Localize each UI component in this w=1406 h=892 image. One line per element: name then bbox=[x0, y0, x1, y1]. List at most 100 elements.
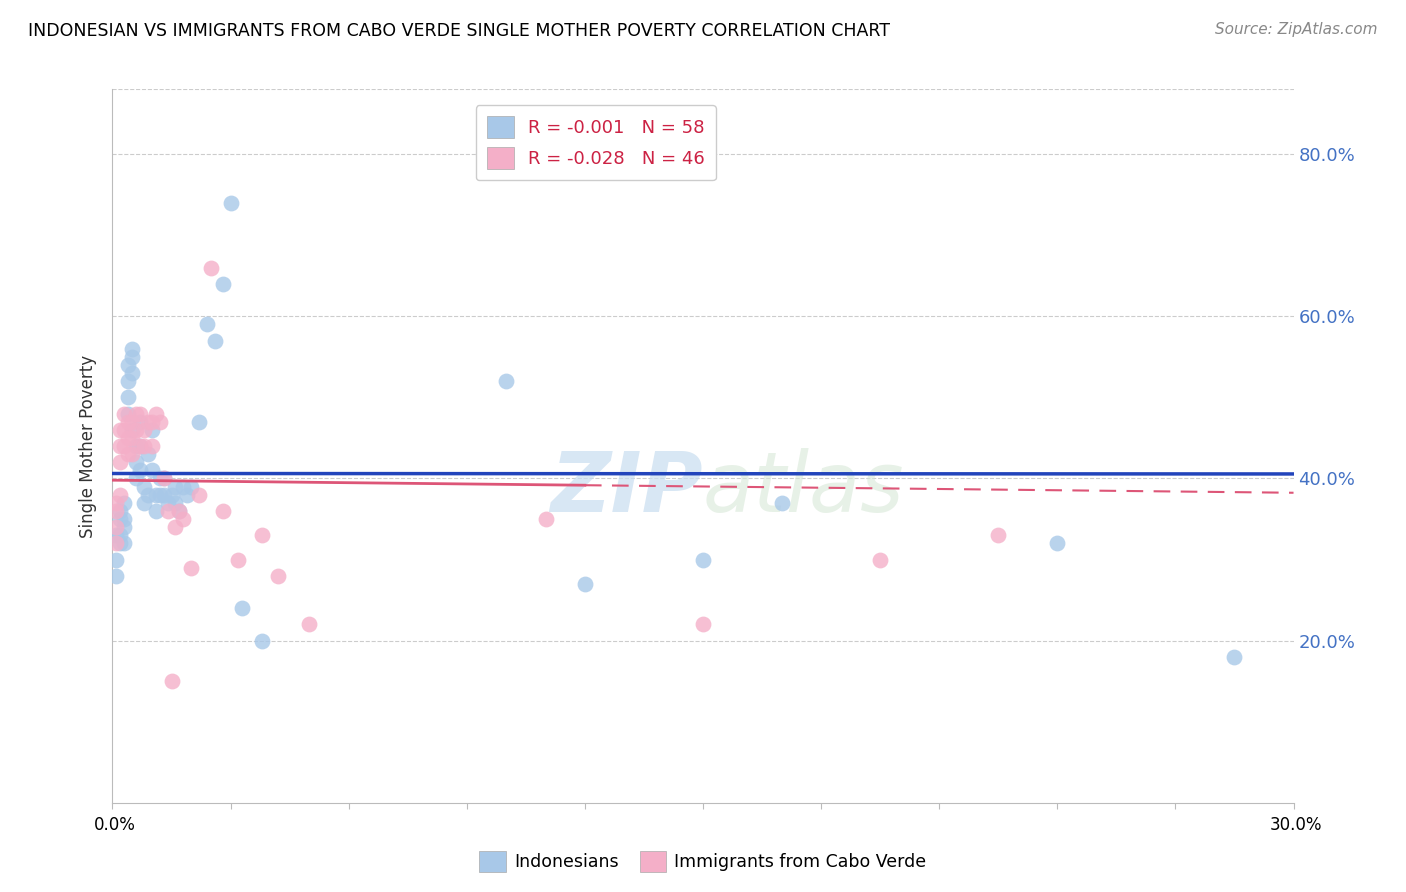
Point bbox=[110, 439, 132, 453]
Point bbox=[180, 479, 202, 493]
Point bbox=[129, 463, 152, 477]
Point bbox=[219, 195, 242, 210]
Point bbox=[141, 463, 163, 477]
Point bbox=[110, 512, 132, 526]
Point bbox=[145, 488, 167, 502]
Point bbox=[211, 504, 233, 518]
Point bbox=[112, 496, 135, 510]
Point bbox=[110, 536, 132, 550]
Point bbox=[172, 479, 194, 493]
Point bbox=[117, 374, 139, 388]
Text: Source: ZipAtlas.com: Source: ZipAtlas.com bbox=[1215, 22, 1378, 37]
Point bbox=[125, 407, 148, 421]
Point bbox=[169, 504, 191, 518]
Point bbox=[136, 447, 159, 461]
Text: atlas: atlas bbox=[703, 449, 904, 529]
Point bbox=[112, 423, 135, 437]
Point bbox=[112, 512, 135, 526]
Point bbox=[172, 512, 194, 526]
Point bbox=[692, 552, 714, 566]
Point bbox=[149, 471, 172, 485]
Point bbox=[188, 415, 211, 429]
Point bbox=[121, 350, 143, 364]
Point bbox=[112, 439, 135, 453]
Point bbox=[204, 334, 226, 348]
Point bbox=[105, 520, 128, 534]
Point bbox=[112, 520, 135, 534]
Point bbox=[165, 520, 187, 534]
Point bbox=[117, 447, 139, 461]
Point bbox=[250, 633, 273, 648]
Point bbox=[117, 415, 139, 429]
Point bbox=[574, 577, 596, 591]
Point bbox=[110, 455, 132, 469]
Point bbox=[176, 488, 198, 502]
Point bbox=[188, 488, 211, 502]
Point bbox=[105, 552, 128, 566]
Point bbox=[132, 479, 155, 493]
Point bbox=[129, 439, 152, 453]
Point bbox=[110, 488, 132, 502]
Point bbox=[121, 423, 143, 437]
Point bbox=[110, 504, 132, 518]
Point bbox=[125, 439, 148, 453]
Point bbox=[141, 439, 163, 453]
Point bbox=[105, 528, 128, 542]
Point bbox=[132, 439, 155, 453]
Point bbox=[180, 560, 202, 574]
Point bbox=[228, 552, 250, 566]
Point bbox=[267, 568, 290, 582]
Point bbox=[160, 674, 183, 689]
Point bbox=[132, 496, 155, 510]
Point bbox=[160, 488, 183, 502]
Point bbox=[125, 455, 148, 469]
Legend: Indonesians, Immigrants from Cabo Verde: Indonesians, Immigrants from Cabo Verde bbox=[472, 844, 934, 879]
Point bbox=[534, 512, 557, 526]
Point bbox=[121, 415, 143, 429]
Point bbox=[125, 471, 148, 485]
Point bbox=[121, 366, 143, 380]
Point bbox=[129, 407, 152, 421]
Point bbox=[156, 504, 179, 518]
Point bbox=[149, 488, 172, 502]
Text: INDONESIAN VS IMMIGRANTS FROM CABO VERDE SINGLE MOTHER POVERTY CORRELATION CHART: INDONESIAN VS IMMIGRANTS FROM CABO VERDE… bbox=[28, 22, 890, 40]
Point bbox=[117, 358, 139, 372]
Point bbox=[298, 617, 321, 632]
Point bbox=[869, 552, 891, 566]
Point bbox=[152, 488, 174, 502]
Point bbox=[110, 423, 132, 437]
Point bbox=[200, 260, 222, 275]
Point bbox=[132, 423, 155, 437]
Point bbox=[136, 488, 159, 502]
Point bbox=[141, 415, 163, 429]
Point bbox=[129, 439, 152, 453]
Legend: R = -0.001   N = 58, R = -0.028   N = 46: R = -0.001 N = 58, R = -0.028 N = 46 bbox=[475, 105, 716, 180]
Point bbox=[105, 568, 128, 582]
Point bbox=[129, 415, 152, 429]
Point bbox=[231, 601, 253, 615]
Point bbox=[692, 617, 714, 632]
Point bbox=[250, 528, 273, 542]
Point bbox=[121, 447, 143, 461]
Point bbox=[112, 536, 135, 550]
Point bbox=[169, 504, 191, 518]
Point bbox=[987, 528, 1010, 542]
Point bbox=[165, 496, 187, 510]
Point bbox=[156, 496, 179, 510]
Point bbox=[152, 471, 174, 485]
Point bbox=[110, 528, 132, 542]
Point bbox=[121, 342, 143, 356]
Text: ZIP: ZIP bbox=[550, 449, 703, 529]
Y-axis label: Single Mother Poverty: Single Mother Poverty bbox=[79, 354, 97, 538]
Point bbox=[195, 318, 218, 332]
Point bbox=[136, 415, 159, 429]
Point bbox=[117, 390, 139, 404]
Point bbox=[165, 479, 187, 493]
Point bbox=[141, 423, 163, 437]
Point bbox=[152, 471, 174, 485]
Point bbox=[121, 431, 143, 445]
Point bbox=[112, 407, 135, 421]
Point bbox=[1223, 649, 1246, 664]
Point bbox=[770, 496, 793, 510]
Text: 30.0%: 30.0% bbox=[1270, 816, 1323, 834]
